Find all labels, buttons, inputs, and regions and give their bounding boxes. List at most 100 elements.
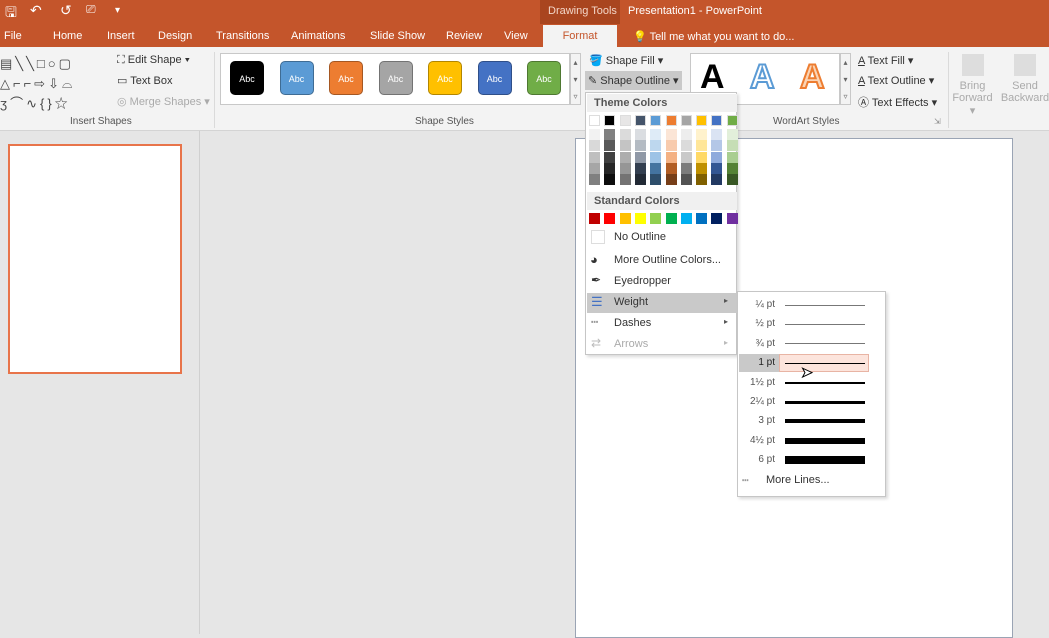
theme-color-shade[interactable] — [619, 162, 631, 174]
weight-option[interactable]: 1 pt — [739, 354, 869, 373]
tab-design[interactable]: Design — [158, 30, 193, 42]
weight-option[interactable]: ¾ pt — [739, 335, 869, 353]
standard-color-swatch[interactable] — [680, 213, 692, 224]
theme-color-shade[interactable] — [634, 151, 646, 163]
theme-color-shade[interactable] — [619, 174, 631, 186]
theme-color-shade[interactable] — [726, 151, 738, 163]
theme-color-shade[interactable] — [665, 151, 677, 163]
tab-view[interactable]: View — [504, 30, 528, 42]
undo-icon[interactable]: ↶ — [30, 2, 42, 18]
theme-color-shade[interactable] — [696, 129, 708, 140]
tab-transitions[interactable]: Transitions — [216, 30, 270, 42]
theme-color-shade[interactable] — [711, 174, 723, 186]
weight-option[interactable]: ¼ pt — [739, 296, 869, 314]
theme-color-shade[interactable] — [650, 174, 662, 186]
tab-format[interactable]: Format — [543, 25, 617, 47]
send-backward-button[interactable]: Send Backward — [1000, 54, 1049, 104]
shape-style-7[interactable]: Abc — [527, 61, 561, 95]
theme-color-shade[interactable] — [680, 140, 692, 152]
standard-color-swatch[interactable] — [634, 213, 646, 224]
merge-shapes-button[interactable]: ◎ Merge Shapes ▾ — [117, 96, 210, 108]
shape-style-2[interactable]: Abc — [279, 61, 314, 95]
theme-color-shade[interactable] — [680, 129, 692, 140]
theme-color-shade[interactable] — [604, 174, 616, 186]
theme-color-swatch[interactable] — [604, 115, 616, 126]
shape-style-5[interactable]: Abc — [428, 61, 462, 95]
tab-animations[interactable]: Animations — [291, 30, 346, 42]
theme-color-swatch[interactable] — [634, 115, 646, 126]
standard-color-swatch[interactable] — [589, 213, 600, 224]
standard-color-swatch[interactable] — [604, 213, 616, 224]
weight-option[interactable]: 1½ pt — [739, 374, 869, 392]
theme-color-shade[interactable] — [696, 162, 708, 174]
weight-option[interactable]: ½ pt — [739, 315, 869, 333]
wordart-style-orange[interactable]: A — [799, 57, 826, 97]
theme-color-shade[interactable] — [589, 129, 600, 140]
tab-review[interactable]: Review — [446, 30, 483, 42]
arrows-item[interactable]: Arrows — [614, 338, 649, 350]
theme-color-shade[interactable] — [619, 129, 631, 140]
theme-color-shade[interactable] — [634, 162, 646, 174]
weight-option[interactable]: 2¼ pt — [739, 393, 869, 411]
theme-color-shade[interactable] — [696, 140, 708, 152]
theme-color-shade[interactable] — [680, 151, 692, 163]
redo-icon[interactable]: ↺ — [60, 2, 72, 18]
tell-me-input[interactable]: 💡 Tell me what you want to do... — [633, 31, 795, 43]
weight-option[interactable]: 4½ pt — [739, 432, 869, 450]
text-effects-button[interactable]: Ⓐ Text Effects ▾ — [858, 97, 938, 109]
save-icon[interactable]: 🖫 — [5, 4, 17, 20]
theme-color-shade[interactable] — [650, 129, 662, 140]
theme-color-shade[interactable] — [726, 174, 738, 186]
theme-color-shade[interactable] — [711, 129, 723, 140]
theme-color-shade[interactable] — [726, 129, 738, 140]
no-outline-item[interactable]: No Outline — [614, 231, 666, 243]
shape-style-4[interactable]: Abc — [378, 61, 413, 95]
shape-fill-button[interactable]: 🪣 Shape Fill ▾ — [589, 55, 664, 67]
standard-color-swatch[interactable] — [619, 213, 631, 224]
weight-option[interactable]: 6 pt — [739, 451, 869, 469]
wordart-scroll[interactable]: ▴ ▾ ▿ — [840, 53, 851, 105]
text-outline-button[interactable]: A Text Outline ▾ — [858, 75, 935, 87]
tab-file[interactable]: File — [4, 30, 22, 42]
theme-color-shade[interactable] — [589, 140, 600, 152]
weight-item[interactable] — [587, 293, 737, 313]
theme-color-shade[interactable] — [696, 174, 708, 186]
customize-icon[interactable]: ▾ — [115, 5, 121, 16]
theme-color-swatch[interactable] — [665, 115, 677, 126]
theme-color-shade[interactable] — [634, 140, 646, 152]
bring-forward-button[interactable]: Bring Forward ▾ — [950, 54, 995, 117]
theme-color-shade[interactable] — [711, 162, 723, 174]
edit-shape-button[interactable]: ⛶ Edit Shape ▾ — [117, 54, 191, 66]
wordart-style-blue[interactable]: A — [749, 57, 776, 97]
theme-color-swatch[interactable] — [650, 115, 662, 126]
theme-color-shade[interactable] — [634, 174, 646, 186]
theme-color-shade[interactable] — [634, 129, 646, 140]
theme-color-shade[interactable] — [680, 174, 692, 186]
dialog-launcher-icon[interactable]: ⇲ — [934, 117, 941, 126]
standard-color-swatch[interactable] — [696, 213, 708, 224]
theme-color-shade[interactable] — [665, 140, 677, 152]
standard-color-swatch[interactable] — [711, 213, 723, 224]
shape-style-1[interactable]: Abc — [230, 61, 264, 95]
theme-color-shade[interactable] — [604, 151, 616, 163]
more-outline-colors-item[interactable]: More Outline Colors... — [614, 254, 721, 266]
theme-color-shade[interactable] — [650, 151, 662, 163]
theme-color-shade[interactable] — [604, 162, 616, 174]
tab-slide-show[interactable]: Slide Show — [370, 30, 426, 42]
theme-color-shade[interactable] — [604, 129, 616, 140]
theme-color-shade[interactable] — [696, 151, 708, 163]
theme-color-shade[interactable] — [726, 162, 738, 174]
standard-color-swatch[interactable] — [726, 213, 738, 224]
theme-color-shade[interactable] — [650, 162, 662, 174]
shape-outline-button[interactable]: ✎ Shape Outline ▾ — [585, 71, 682, 90]
shape-style-6[interactable]: Abc — [477, 61, 512, 95]
theme-color-shade[interactable] — [665, 174, 677, 186]
theme-color-swatch[interactable] — [589, 115, 600, 126]
tab-home[interactable]: Home — [53, 30, 83, 42]
wordart-style-black[interactable]: A — [700, 58, 725, 96]
theme-color-shade[interactable] — [726, 140, 738, 152]
text-box-button[interactable]: ▭ Text Box — [117, 75, 173, 87]
theme-color-swatch[interactable] — [619, 115, 631, 126]
standard-color-swatch[interactable] — [650, 213, 662, 224]
tab-insert[interactable]: Insert — [107, 30, 135, 42]
